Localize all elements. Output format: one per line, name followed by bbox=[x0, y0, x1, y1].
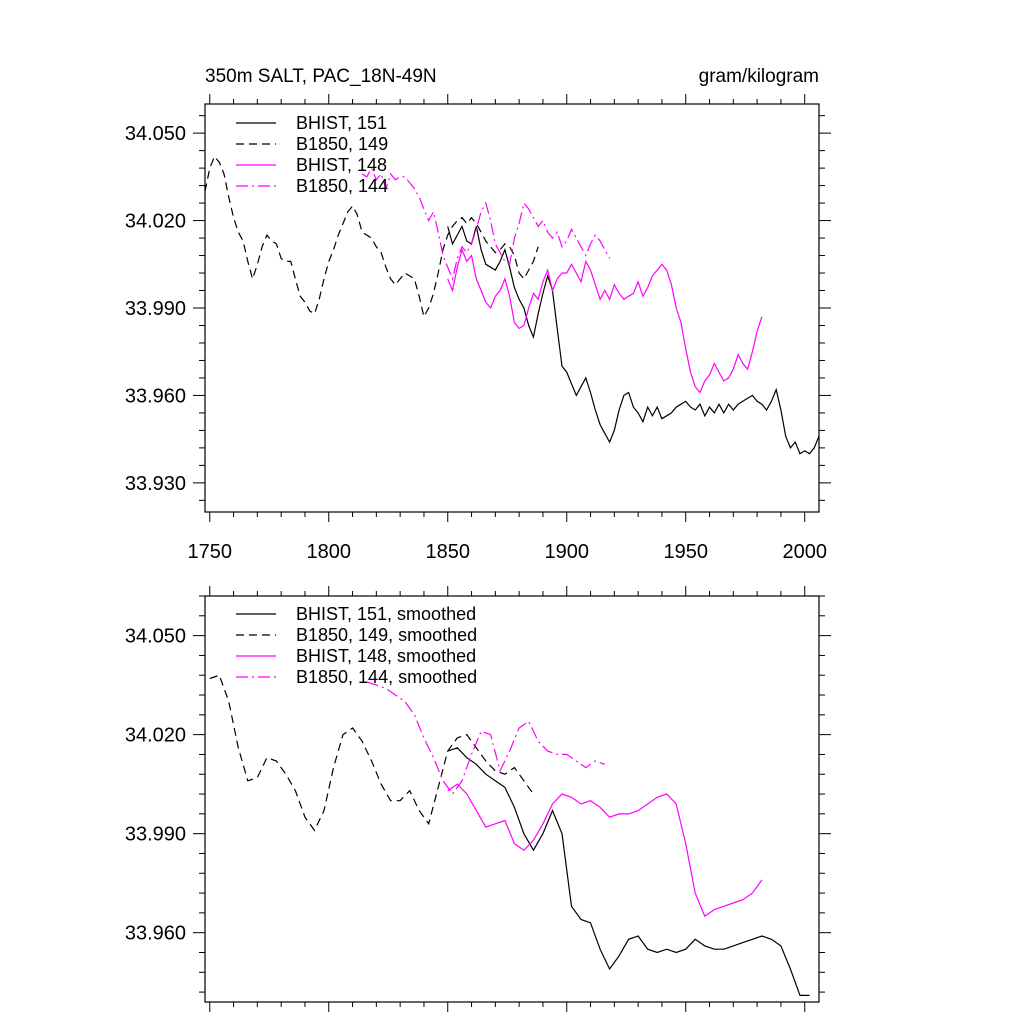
series-line-b1850-144 bbox=[361, 166, 611, 281]
x-tick-label: 2000 bbox=[782, 541, 827, 563]
x-tick-label: 1950 bbox=[663, 541, 708, 563]
legend-entry: BHIST, 148, smoothed bbox=[296, 646, 476, 666]
legend-entry: BHIST, 151, smoothed bbox=[296, 604, 476, 624]
legend-entry: B1850, 144, smoothed bbox=[296, 667, 477, 687]
y-tick-label: 33.960 bbox=[125, 385, 186, 407]
legend-entry: BHIST, 151 bbox=[296, 113, 387, 133]
series-line-bhist-151 bbox=[447, 224, 819, 455]
plot-frame bbox=[204, 595, 820, 1003]
y-tick-label: 33.930 bbox=[125, 473, 186, 495]
x-tick-label: 1750 bbox=[188, 541, 233, 563]
x-tick-label: 1800 bbox=[307, 541, 352, 563]
legend-entry: B1850, 149, smoothed bbox=[296, 625, 477, 645]
x-tick-label: 1850 bbox=[425, 541, 470, 563]
series-line-bhist-148 bbox=[447, 247, 763, 394]
y-tick-label: 34.020 bbox=[125, 211, 186, 233]
y-tick-label: 34.050 bbox=[125, 626, 186, 648]
x-tick-label: 1900 bbox=[544, 541, 589, 563]
series-line-b1850-144-smoothed bbox=[366, 681, 605, 796]
y-tick-label: 33.990 bbox=[125, 824, 186, 846]
bottom-panel: 33.960 33.990 34.020 34.050 BHIST, 151, smoo… bbox=[125, 586, 831, 1012]
y-tick-label: 33.990 bbox=[125, 298, 186, 320]
top-panel: 1750 1800 1850 1900 1950 2000 33.930 33.960 33.9… bbox=[125, 66, 831, 563]
legend-entry: BHIST, 148 bbox=[296, 155, 387, 175]
legend-entry: B1850, 144 bbox=[296, 176, 388, 196]
units-label: gram/kilogram bbox=[699, 66, 819, 87]
chart-title: 350m SALT, PAC_18N-49N bbox=[205, 66, 437, 87]
series-line-b1850-149-smoothed bbox=[209, 674, 534, 832]
y-tick-label: 33.960 bbox=[125, 923, 186, 945]
legend-entry: B1850, 149 bbox=[296, 134, 388, 154]
series-line-bhist-151-smoothed bbox=[447, 747, 810, 997]
y-tick-label: 34.020 bbox=[125, 725, 186, 747]
series-line-bhist-148-smoothed bbox=[447, 783, 763, 918]
y-tick-label: 34.050 bbox=[125, 123, 186, 145]
